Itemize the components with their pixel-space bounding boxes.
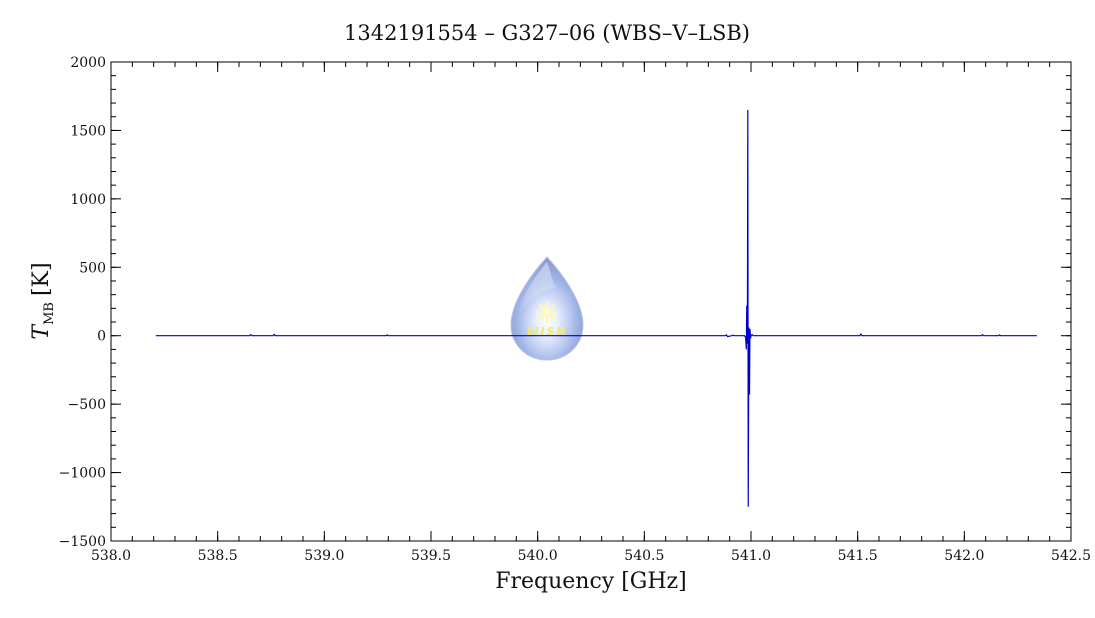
- x-tick-label: 538.0: [91, 548, 131, 564]
- watermark-label: WISH: [526, 325, 567, 338]
- y-tick-label: −1000: [59, 466, 106, 482]
- y-axis-ticks: [111, 61, 1071, 542]
- spectrum-line: [155, 109, 1037, 507]
- star-core: [544, 309, 550, 315]
- y-axis-tick-labels: −1500 −1000 −500 0 500 1000 1500 2000: [59, 55, 106, 550]
- y-tick-label: 2000: [70, 55, 106, 71]
- y-tick-label: 0: [97, 329, 106, 345]
- x-tick-label: 540.5: [624, 548, 664, 564]
- y-tick-label: −500: [68, 397, 106, 413]
- y-axis-label: TMB [K]: [29, 262, 57, 339]
- x-tick-label: 540.0: [518, 548, 558, 564]
- plot-area: [110, 61, 1072, 542]
- x-tick-label: 541.0: [731, 548, 771, 564]
- x-tick-label: 539.5: [411, 548, 451, 564]
- x-tick-label: 539.0: [304, 548, 344, 564]
- wish-watermark: WISH: [510, 256, 584, 361]
- x-axis-ticks: [110, 62, 1072, 541]
- x-tick-label: 542.0: [944, 548, 984, 564]
- x-axis-label: Frequency [GHz]: [495, 569, 687, 594]
- x-tick-label: 542.5: [1051, 548, 1091, 564]
- y-axis-label-subscript: MB: [42, 302, 57, 325]
- y-tick-label: 1000: [70, 192, 106, 208]
- x-tick-label: 541.5: [838, 548, 878, 564]
- drop-highlight: [518, 262, 556, 316]
- y-tick-label: 500: [79, 260, 106, 276]
- x-tick-label: 538.5: [198, 548, 238, 564]
- y-axis-label-unit: [K]: [29, 262, 54, 296]
- y-tick-label: −1500: [59, 534, 106, 550]
- y-axis-label-symbol: T: [29, 323, 54, 340]
- chart-title: 1342191554 – G327–06 (WBS–V–LSB): [344, 21, 750, 45]
- y-tick-label: 1500: [70, 123, 106, 139]
- x-axis-tick-labels: 538.0 538.5 539.0 539.5 540.0 540.5 541.0 541.5…: [91, 548, 1091, 564]
